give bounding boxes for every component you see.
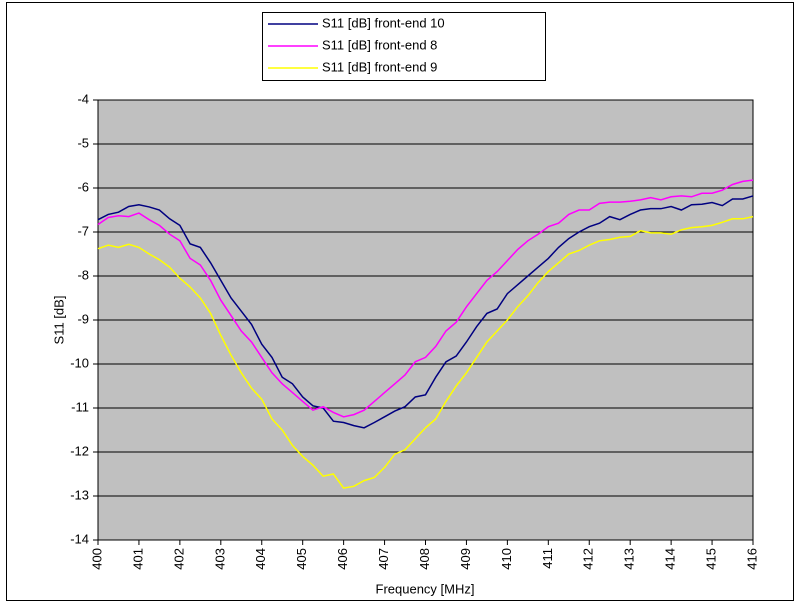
x-tick-label: 406 <box>335 548 350 570</box>
x-tick-label: 403 <box>212 548 227 570</box>
y-tick-label: -12 <box>70 443 89 458</box>
plot-border <box>97 99 754 541</box>
x-tick-label: 405 <box>294 548 309 570</box>
y-tick-label: -6 <box>77 179 89 194</box>
series-line <box>97 215 754 489</box>
y-tick-label: -14 <box>70 531 89 546</box>
y-tick-label: -7 <box>77 223 89 238</box>
y-tick-label: -4 <box>77 91 89 106</box>
x-tick-label: 415 <box>704 548 719 570</box>
series-line <box>97 179 754 418</box>
x-tick-label: 411 <box>540 548 555 569</box>
y-tick-label: -9 <box>77 311 89 326</box>
legend-label: S11 [dB] front-end 10 <box>322 15 445 30</box>
x-tick-label: 413 <box>622 548 637 570</box>
y-tick-label: -8 <box>77 267 89 282</box>
y-tick-label: -13 <box>70 487 89 502</box>
x-tick-label: 400 <box>89 548 104 570</box>
y-tick-label: -10 <box>70 355 89 370</box>
x-tick-label: 416 <box>744 548 759 570</box>
x-tick-label: 401 <box>130 548 145 570</box>
legend-label: S11 [dB] front-end 9 <box>322 59 437 74</box>
x-axis-label: Frequency [MHz] <box>376 581 475 596</box>
y-tick-label: -11 <box>71 399 89 414</box>
y-tick-label: -5 <box>77 135 89 150</box>
x-tick-label: 412 <box>581 548 596 570</box>
y-axis-label: S11 [dB] <box>51 296 66 345</box>
x-tick-label: 402 <box>171 548 186 570</box>
x-tick-label: 404 <box>253 548 268 570</box>
x-tick-label: 409 <box>458 548 473 570</box>
legend-label: S11 [dB] front-end 8 <box>322 37 437 52</box>
x-tick-label: 414 <box>663 548 678 570</box>
x-tick-label: 410 <box>499 548 514 570</box>
series-line <box>97 195 754 429</box>
x-tick-label: 408 <box>417 548 432 570</box>
x-tick-label: 407 <box>376 548 391 570</box>
